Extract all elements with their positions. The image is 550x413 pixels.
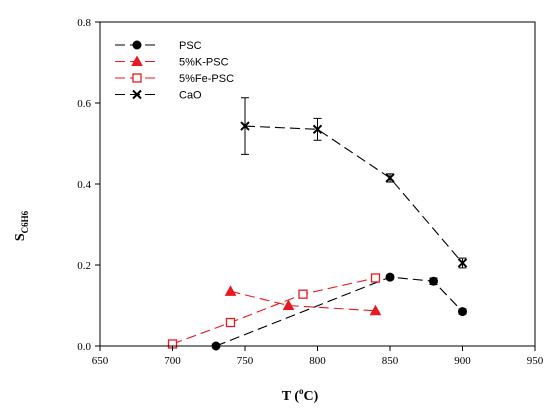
legend-marker-psc (132, 40, 142, 50)
y-tick-label-4: 0.8 (77, 17, 91, 29)
data-point-cao-1 (312, 124, 323, 135)
data-point-5-fe-psc-3 (370, 273, 381, 283)
data-point-5-k-psc-2 (369, 304, 382, 316)
legend: PSC 5%K-PSC 5%Fe-PSC CaO (115, 40, 234, 102)
x-tick-label-700: 700 (164, 355, 181, 367)
y-tick-label-3: 0.6 (77, 98, 91, 110)
data-point-psc-2 (429, 276, 438, 286)
x-tick-label-800: 800 (309, 355, 326, 367)
data-point-cao-3 (457, 258, 468, 268)
x-tick-label-750: 750 (237, 355, 254, 367)
series-line-psc (215, 276, 463, 347)
legend-marker-5-fe-psc (132, 73, 142, 83)
legend-label-psc: PSC (179, 40, 202, 52)
y-axis-title: SC6H6 (13, 210, 30, 241)
legend-label-5-k-psc: 5%K-PSC (179, 57, 229, 69)
series-line-5-k-psc (230, 290, 376, 312)
x-tick-label-650: 650 (92, 355, 109, 367)
data-point-5-k-psc-1 (282, 299, 295, 310)
data-point-cao-2 (385, 173, 395, 183)
y-tick-label-2: 0.4 (77, 179, 91, 191)
data-point-cao-0 (240, 121, 250, 131)
legend-label-cao: CaO (179, 90, 202, 102)
y-tick-label-0: 0.0 (77, 341, 91, 353)
x-tick-label-950: 950 (527, 355, 544, 367)
series-line-5-fe-psc (172, 277, 376, 345)
x-tick-label-850: 850 (382, 355, 399, 367)
plot-frame (99, 21, 536, 347)
plot-layer (167, 97, 468, 351)
y-axis-title-subscript: C6H6 (20, 210, 30, 233)
x-tick-label-900: 900 (454, 355, 471, 367)
legend-marker-5-k-psc (131, 55, 143, 66)
data-point-5-fe-psc-1 (225, 317, 236, 328)
legend-label-5-fe-psc: 5%Fe-PSC (179, 73, 234, 85)
series-line-cao (244, 125, 463, 264)
axes-layer: 650 700 750 800 850 900 950 0.0 0.2 0.4 0.6 0.8 (77, 17, 544, 367)
data-point-psc-1 (385, 272, 395, 282)
data-point-psc-3 (458, 307, 467, 317)
data-point-5-fe-psc-2 (298, 289, 308, 299)
x-axis-title: T (oC) (282, 386, 319, 404)
x-axis-title-superscript: o (299, 386, 304, 396)
y-tick-label-1: 0.2 (77, 260, 91, 272)
data-point-5-k-psc-0 (224, 285, 237, 296)
legend-marker-cao (132, 89, 142, 100)
